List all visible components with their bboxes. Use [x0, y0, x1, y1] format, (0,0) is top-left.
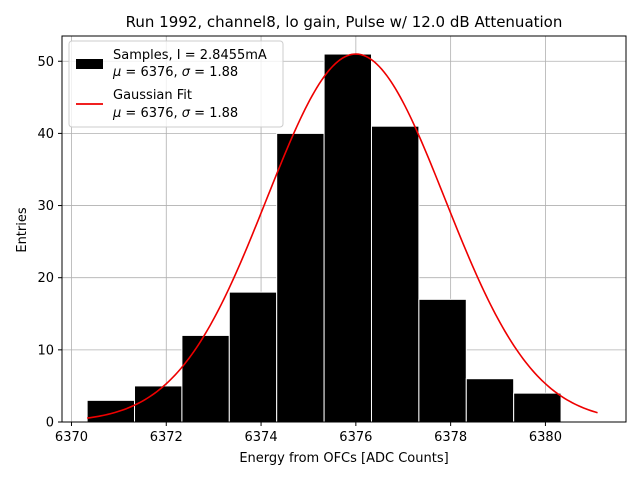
gaussian-fit [87, 53, 598, 419]
x-tick-label: 6374 [245, 430, 278, 445]
legend-samples-mu-symbol: μ [112, 65, 121, 80]
legend-box [68, 40, 284, 128]
x-axis-label: Energy from OFCs [ADC Counts] [239, 451, 448, 466]
histogram-bar [418, 298, 467, 423]
histogram-bar [134, 385, 183, 423]
y-axis-label: Entries [15, 207, 30, 253]
legend-samples-sigma-value: = 1.88 [190, 65, 238, 80]
x-tick-label: 6380 [529, 430, 562, 445]
x-tick-label: 6376 [339, 430, 372, 445]
histogram-bar [370, 125, 420, 423]
histogram-bar [513, 392, 562, 423]
legend-samples-mu-value: = 6376, [121, 65, 182, 80]
y-tick-label: 40 [37, 127, 54, 142]
legend-fit-mu-symbol: μ [112, 106, 121, 121]
histogram-bars [86, 53, 562, 423]
legend-fit-mu-value: = 6376, [121, 106, 182, 121]
legend-samples-sigma-symbol: σ [182, 65, 191, 80]
histogram-bar [323, 53, 372, 423]
histogram-bar [86, 399, 136, 423]
chart-title: Run 1992, channel8, lo gain, Pulse w/ 12… [126, 13, 563, 31]
legend-fit-label: Gaussian Fit [113, 88, 192, 103]
plot-frame [61, 35, 627, 423]
histogram-bar [465, 378, 515, 423]
legend-bar-swatch [76, 59, 103, 69]
histogram-bar [276, 132, 325, 423]
histogram-bar [228, 291, 278, 423]
x-tick-label: 6370 [55, 430, 88, 445]
legend-fit-sigma-symbol: σ [182, 106, 191, 121]
y-tick-label: 50 [37, 55, 54, 70]
legend-fit-sigma-value: = 1.88 [190, 106, 238, 121]
legend-samples-label: Samples, I = 2.8455mA [113, 48, 267, 63]
y-tick-label: 30 [37, 199, 54, 214]
gaussian-fit-curve [87, 53, 598, 419]
y-axis-ticks: 0 10 20 30 40 50 [37, 55, 62, 431]
legend-fit-stats: μ = 6376, σ = 1.88 [112, 106, 238, 121]
legend-samples-stats: μ = 6376, σ = 1.88 [112, 65, 238, 80]
legend: Samples, I = 2.8455mA μ = 6376, σ = 1.88… [68, 40, 284, 128]
histogram-bar [181, 334, 230, 423]
x-tick-label: 6372 [150, 430, 183, 445]
plot-frame-border [61, 35, 627, 423]
x-tick-label: 6378 [434, 430, 467, 445]
y-tick-label: 0 [46, 416, 54, 431]
y-tick-label: 20 [37, 271, 54, 286]
y-tick-label: 10 [37, 343, 54, 358]
x-axis-ticks: 6370 6372 6374 6376 6378 6380 [55, 422, 562, 445]
